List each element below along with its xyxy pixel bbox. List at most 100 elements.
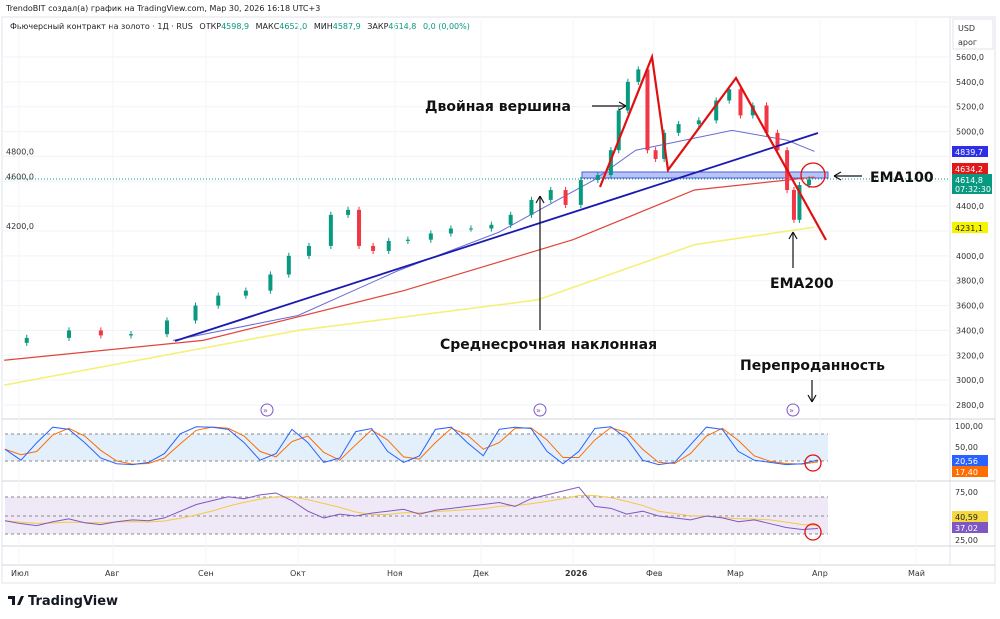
candle	[548, 189, 553, 200]
y-tick-label: 3800,0	[956, 277, 984, 286]
annotation-ema100[interactable]: EMA100	[870, 170, 934, 186]
y-tick-label: 4200,0	[6, 222, 34, 231]
candle	[529, 199, 534, 215]
support-zone[interactable]	[581, 171, 829, 179]
y-tick-label: 5200,0	[956, 103, 984, 112]
ema200-line	[4, 226, 815, 386]
x-tick-label: Мар	[727, 569, 744, 578]
price-label-ema200: 4231,1	[952, 222, 988, 233]
candle	[653, 150, 658, 159]
double-top-zigzag[interactable]	[598, 52, 827, 241]
tradingview-logo[interactable]: TradingView	[8, 594, 118, 609]
y-tick-label: 5400,0	[956, 78, 984, 87]
x-tick-label: Авг	[105, 569, 119, 578]
candle	[98, 330, 103, 336]
y-tick: 50,00	[955, 443, 978, 452]
candle	[791, 189, 796, 220]
candle	[129, 334, 133, 336]
x-tick-label: 2026	[565, 569, 588, 578]
x-tick-label: Окт	[290, 569, 306, 578]
arrow-icon	[535, 195, 545, 204]
price-label-ma: 4839,7	[952, 146, 988, 157]
y-tick-label: 4400,0	[956, 202, 984, 211]
candle	[67, 330, 72, 338]
candle	[357, 209, 362, 246]
rsi-band	[5, 497, 828, 534]
highlight-circle	[800, 162, 826, 188]
arrow-icon	[833, 171, 842, 181]
candle	[306, 245, 311, 256]
candle	[268, 274, 273, 291]
annotation-double-top[interactable]: Двойная вершина	[425, 99, 571, 115]
candle	[595, 175, 600, 181]
candle	[676, 124, 681, 133]
price-label-last: 4614,807:32:30	[952, 174, 992, 194]
candle	[448, 228, 453, 234]
candle	[625, 81, 630, 111]
svg-text:4839,7: 4839,7	[955, 148, 983, 157]
y-tick-label: 3200,0	[956, 351, 984, 360]
candle	[489, 224, 494, 229]
candle	[578, 180, 583, 205]
price-label-ema100: 4634,2	[952, 163, 988, 174]
candle	[328, 214, 333, 246]
arrow-icon	[807, 394, 817, 403]
y-tick-label: 5000,0	[956, 128, 984, 137]
candle	[616, 110, 621, 151]
candle	[346, 209, 351, 215]
candle	[764, 105, 769, 133]
unit-label: арог	[958, 38, 977, 47]
stoch-k-line	[4, 426, 819, 466]
y-tick: 75,00	[955, 488, 978, 497]
svg-text:20,56: 20,56	[955, 457, 978, 466]
candle	[286, 255, 291, 275]
y-tick-label: 5600,0	[956, 53, 984, 62]
event-marker-icon[interactable]: »	[533, 403, 547, 417]
annotation-oversold[interactable]: Перепроданность	[740, 358, 885, 374]
y-tick-label: 2800,0	[956, 401, 984, 410]
event-marker-icon[interactable]: »	[786, 403, 800, 417]
trendline[interactable]	[174, 132, 819, 342]
candle	[24, 337, 29, 343]
candle	[428, 233, 433, 240]
y-tick-label: 3400,0	[956, 326, 984, 335]
candle	[797, 185, 802, 220]
stoch-k-label: 20,56	[952, 455, 988, 466]
y-tick: 25,00	[955, 536, 978, 545]
annotation-ema200[interactable]: EMA200	[770, 276, 834, 292]
candle	[696, 120, 701, 125]
symbol-name: Фьючерсный контракт на золото · 1Д · RUS	[10, 22, 193, 31]
candle	[371, 245, 376, 251]
ema100-line	[4, 176, 815, 361]
y-tick-label: 4600,0	[6, 172, 34, 181]
candle	[775, 132, 780, 151]
event-marker-icon[interactable]: »	[260, 403, 274, 417]
x-tick-label: Дек	[473, 569, 489, 578]
annotation-trendline[interactable]: Среднесрочная наклонная	[440, 337, 657, 353]
rsi-line	[4, 486, 819, 530]
x-tick-label: Сен	[198, 569, 214, 578]
y-tick-label: 3600,0	[956, 302, 984, 311]
candle	[636, 69, 641, 82]
candle	[807, 179, 812, 186]
svg-text:37,02: 37,02	[955, 524, 978, 533]
candle	[563, 189, 568, 205]
rsi-label: 37,02	[952, 522, 988, 533]
rsi-ma-line	[4, 495, 819, 527]
x-tick-label: Май	[908, 569, 925, 578]
candle	[738, 89, 743, 116]
y-tick: 100,00	[955, 422, 983, 431]
currency-button[interactable]	[952, 18, 994, 50]
arrow-icon	[788, 231, 798, 240]
symbol-legend: Фьючерсный контракт на золото · 1Д · RUS…	[10, 22, 470, 31]
svg-text:»: »	[263, 406, 268, 415]
rsi-ma-label: 40,59	[952, 511, 988, 522]
candle	[243, 290, 248, 296]
y-tick-label: 4000,0	[956, 252, 984, 261]
x-tick-label: Апр	[812, 569, 828, 578]
arrow-icon	[618, 101, 627, 111]
highlight-circle	[804, 454, 822, 472]
candle	[714, 100, 719, 121]
svg-text:»: »	[536, 406, 541, 415]
